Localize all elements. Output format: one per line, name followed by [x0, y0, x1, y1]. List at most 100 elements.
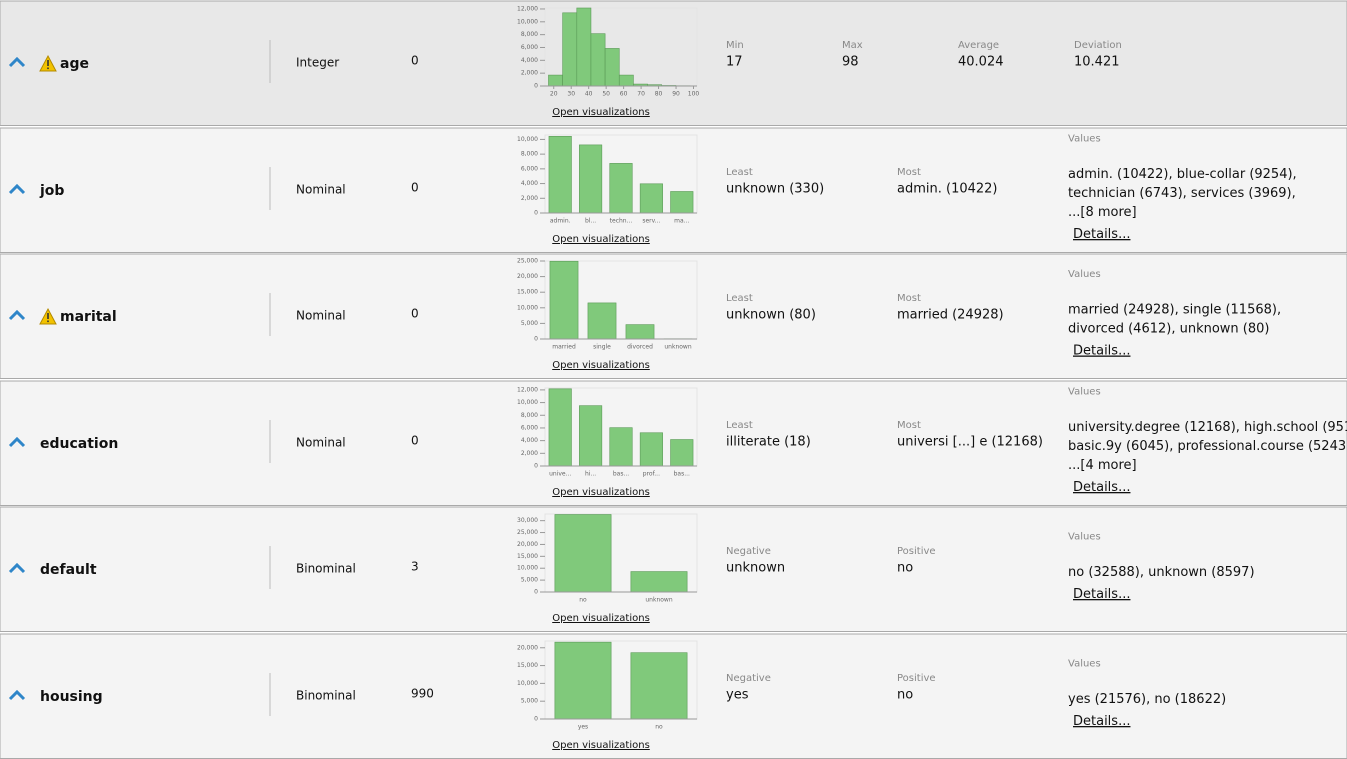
bar: [587, 302, 617, 340]
warning-mark: [47, 313, 49, 319]
y-tick-label: 25,000: [517, 258, 538, 265]
details-link[interactable]: Details...: [1073, 344, 1130, 359]
missing-count: 0: [411, 54, 419, 68]
x-tick-label: no: [655, 724, 663, 731]
y-tick-label: 10,000: [517, 399, 538, 406]
stat-label: Min: [726, 40, 744, 51]
y-tick-label: 10,000: [517, 565, 538, 572]
y-tick-label: 2,000: [521, 70, 538, 77]
y-tick-label: 0: [534, 589, 538, 596]
bar: [630, 652, 688, 720]
warning-mark: [47, 60, 49, 66]
x-tick-label: 100: [688, 91, 700, 98]
y-tick-label: 15,000: [517, 553, 538, 560]
bar: [609, 163, 633, 214]
stat-value: yes: [726, 688, 749, 703]
stat-label: Negative: [726, 546, 771, 557]
stat-label: Positive: [897, 546, 936, 557]
y-tick-label: 12,000: [517, 386, 538, 393]
y-tick-label: 25,000: [517, 529, 538, 536]
y-tick-label: 15,000: [517, 289, 538, 296]
y-tick-label: 15,000: [517, 662, 538, 669]
y-tick-label: 8,000: [521, 31, 538, 38]
open-visualizations-link[interactable]: Open visualizations: [552, 107, 650, 118]
values-line: university.degree (12168), high.school (…: [1068, 420, 1347, 435]
y-tick-label: 12,000: [517, 5, 538, 12]
y-tick-label: 30,000: [517, 517, 538, 524]
bar: [609, 427, 633, 467]
y-tick-label: 6,000: [521, 44, 538, 51]
x-tick-label: 80: [655, 91, 663, 98]
x-tick-label: yes: [578, 724, 588, 731]
x-tick-label: hi...: [585, 471, 596, 478]
details-link[interactable]: Details...: [1073, 587, 1130, 602]
x-tick-label: serv...: [642, 218, 660, 225]
row-background: [0, 0, 1347, 126]
histogram-bar: [604, 48, 620, 87]
open-visualizations-link[interactable]: Open visualizations: [552, 360, 650, 371]
stat-value: 17: [726, 55, 743, 70]
values-line: basic.9y (6045), professional.course (52…: [1068, 439, 1347, 454]
expand-toggle[interactable]: [8, 183, 26, 195]
x-tick-label: bas...: [674, 471, 690, 478]
expand-toggle[interactable]: [8, 562, 26, 574]
attribute-type: Nominal: [296, 183, 346, 197]
attribute-name: job: [39, 183, 64, 199]
expand-toggle[interactable]: [8, 309, 26, 321]
stat-value: illiterate (18): [726, 435, 811, 450]
expand-toggle[interactable]: [8, 436, 26, 448]
bar: [554, 514, 612, 593]
x-tick-label: techn...: [610, 218, 633, 225]
stat-value: 98: [842, 55, 859, 70]
stat-value: 10.421: [1074, 55, 1120, 70]
stat-label: Deviation: [1074, 40, 1122, 51]
bar: [670, 191, 694, 214]
attribute-type: Nominal: [296, 309, 346, 323]
y-tick-label: 4,000: [521, 57, 538, 64]
open-visualizations-link[interactable]: Open visualizations: [552, 234, 650, 245]
values-line: admin. (10422), blue-collar (9254),: [1068, 167, 1297, 182]
warning-dot: [47, 67, 49, 70]
details-link[interactable]: Details...: [1073, 227, 1130, 242]
y-tick-label: 10,000: [517, 18, 538, 25]
attribute-row: housing Binominal 990 0 5,000 10,000 15,000 20,…: [0, 633, 1347, 759]
warning-dot: [47, 320, 49, 323]
details-link[interactable]: Details...: [1073, 714, 1130, 729]
attribute-row: age Integer 0 0 2,000 4,000 6,000 8,000 10,000 12…: [0, 0, 1347, 126]
expand-toggle[interactable]: [8, 689, 26, 701]
x-tick-label: bl...: [585, 218, 596, 225]
histogram-bar: [576, 7, 592, 87]
histogram-bar: [548, 74, 563, 87]
y-tick-label: 20,000: [517, 644, 538, 651]
histogram-bar: [590, 33, 606, 87]
bar: [670, 439, 694, 467]
attribute-type: Nominal: [296, 436, 346, 450]
values-label: Values: [1068, 532, 1101, 543]
x-tick-label: 60: [620, 91, 628, 98]
open-visualizations-link[interactable]: Open visualizations: [552, 740, 650, 751]
bar: [625, 324, 655, 340]
x-tick-label: unive...: [549, 471, 571, 478]
attribute-name: age: [60, 56, 89, 72]
attribute-type: Integer: [296, 56, 339, 70]
y-tick-label: 0: [534, 716, 538, 723]
attribute-type: Binominal: [296, 689, 356, 703]
x-tick-label: prof...: [643, 471, 660, 478]
attribute-row: job Nominal 0 0 2,000 4,000 6,000 8,000 10,000 ad…: [0, 127, 1347, 253]
x-tick-label: 70: [637, 91, 645, 98]
stat-label: Most: [897, 420, 921, 431]
open-visualizations-link[interactable]: Open visualizations: [552, 613, 650, 624]
values-label: Values: [1068, 659, 1101, 670]
y-tick-label: 0: [534, 463, 538, 470]
open-visualizations-link[interactable]: Open visualizations: [552, 487, 650, 498]
x-tick-label: 30: [567, 91, 575, 98]
details-link[interactable]: Details...: [1073, 480, 1130, 495]
stat-label: Least: [726, 420, 753, 431]
values-line: married (24928), single (11568),: [1068, 303, 1281, 318]
expand-toggle[interactable]: [8, 56, 26, 68]
bar: [639, 432, 663, 467]
attribute-row: marital Nominal 0 0 5,000 10,000 15,000 20,000 2…: [0, 253, 1347, 379]
attribute-type: Binominal: [296, 562, 356, 576]
values-line: no (32588), unknown (8597): [1068, 565, 1255, 580]
stat-label: Most: [897, 167, 921, 178]
